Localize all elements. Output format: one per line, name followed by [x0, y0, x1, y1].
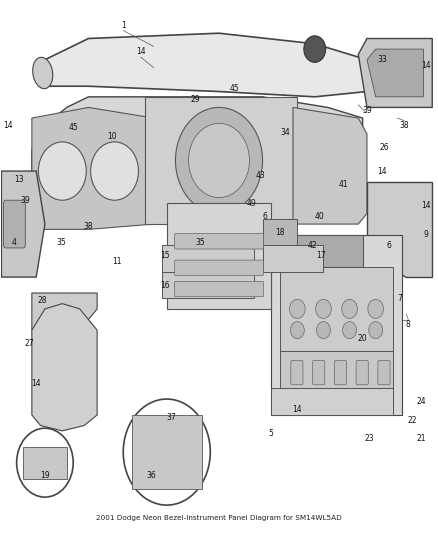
- Text: 13: 13: [14, 174, 24, 183]
- Polygon shape: [262, 245, 323, 272]
- Polygon shape: [32, 108, 154, 229]
- Text: 36: 36: [147, 471, 156, 480]
- Text: 8: 8: [406, 320, 411, 329]
- Text: 15: 15: [160, 252, 170, 261]
- Polygon shape: [293, 108, 367, 224]
- Circle shape: [188, 123, 250, 198]
- Circle shape: [369, 321, 383, 338]
- Text: 26: 26: [380, 143, 389, 152]
- FancyBboxPatch shape: [175, 233, 263, 249]
- Text: 38: 38: [84, 222, 93, 231]
- Circle shape: [39, 142, 86, 200]
- Polygon shape: [367, 182, 432, 277]
- Text: 42: 42: [308, 241, 318, 250]
- Polygon shape: [132, 415, 201, 489]
- Text: 9: 9: [423, 230, 428, 239]
- Text: 20: 20: [358, 334, 367, 343]
- Text: 37: 37: [166, 413, 176, 422]
- Text: 18: 18: [275, 228, 285, 237]
- FancyBboxPatch shape: [175, 260, 263, 276]
- Text: 2001 Dodge Neon Bezel-Instrument Panel Diagram for SM14WL5AD: 2001 Dodge Neon Bezel-Instrument Panel D…: [96, 515, 342, 521]
- Text: 14: 14: [421, 61, 431, 69]
- Text: 21: 21: [417, 434, 426, 443]
- Text: 5: 5: [269, 429, 274, 438]
- Text: 11: 11: [112, 257, 121, 265]
- Text: 16: 16: [160, 280, 170, 289]
- Polygon shape: [1, 171, 45, 277]
- Text: 41: 41: [338, 180, 348, 189]
- Text: 49: 49: [247, 199, 257, 208]
- Circle shape: [343, 321, 357, 338]
- Circle shape: [342, 300, 357, 318]
- Text: 38: 38: [399, 122, 409, 131]
- FancyBboxPatch shape: [378, 360, 390, 385]
- Polygon shape: [167, 203, 271, 309]
- Polygon shape: [23, 447, 67, 479]
- Text: 39: 39: [362, 106, 372, 115]
- Text: 14: 14: [293, 405, 302, 414]
- Polygon shape: [280, 266, 393, 351]
- FancyBboxPatch shape: [291, 360, 303, 385]
- Text: 39: 39: [21, 196, 30, 205]
- Polygon shape: [358, 38, 432, 108]
- Text: 35: 35: [57, 238, 66, 247]
- Circle shape: [317, 321, 330, 338]
- Text: 14: 14: [32, 378, 41, 387]
- FancyBboxPatch shape: [334, 360, 346, 385]
- Text: 7: 7: [397, 294, 402, 303]
- Text: 28: 28: [38, 296, 47, 305]
- Text: 23: 23: [364, 434, 374, 443]
- Circle shape: [91, 142, 138, 200]
- Text: 29: 29: [190, 95, 200, 104]
- Circle shape: [290, 321, 304, 338]
- Text: 45: 45: [68, 123, 78, 132]
- Text: 6: 6: [262, 212, 267, 221]
- Text: 14: 14: [421, 201, 431, 210]
- Text: 27: 27: [25, 339, 35, 348]
- Circle shape: [316, 300, 331, 318]
- Text: 35: 35: [196, 238, 205, 247]
- Polygon shape: [280, 351, 393, 389]
- Polygon shape: [271, 389, 393, 415]
- Text: 10: 10: [108, 132, 117, 141]
- Polygon shape: [262, 219, 297, 245]
- Text: 14: 14: [378, 166, 387, 175]
- FancyBboxPatch shape: [175, 281, 263, 297]
- Circle shape: [290, 300, 305, 318]
- Polygon shape: [32, 304, 97, 431]
- Text: 22: 22: [408, 416, 417, 425]
- Text: 43: 43: [255, 171, 265, 180]
- Circle shape: [368, 300, 384, 318]
- Polygon shape: [162, 245, 254, 272]
- Polygon shape: [162, 272, 254, 298]
- Circle shape: [123, 399, 210, 505]
- Circle shape: [17, 428, 73, 497]
- FancyBboxPatch shape: [4, 200, 25, 248]
- Text: 45: 45: [230, 84, 239, 93]
- Text: 19: 19: [40, 471, 50, 480]
- Text: 4: 4: [12, 238, 17, 247]
- FancyBboxPatch shape: [356, 360, 368, 385]
- Polygon shape: [32, 293, 97, 341]
- Polygon shape: [145, 97, 297, 224]
- Text: 33: 33: [377, 55, 387, 64]
- Text: 40: 40: [314, 212, 324, 221]
- Text: 6: 6: [386, 241, 391, 250]
- Polygon shape: [32, 97, 363, 192]
- FancyBboxPatch shape: [313, 360, 325, 385]
- Polygon shape: [36, 33, 385, 97]
- Polygon shape: [367, 49, 424, 97]
- Text: 1: 1: [121, 21, 126, 30]
- Text: 14: 14: [3, 122, 13, 131]
- Text: 14: 14: [136, 47, 145, 56]
- Polygon shape: [280, 235, 363, 266]
- Text: 34: 34: [280, 128, 290, 138]
- Text: 24: 24: [417, 397, 426, 406]
- Ellipse shape: [33, 57, 53, 88]
- Polygon shape: [271, 235, 402, 415]
- Text: 17: 17: [317, 252, 326, 261]
- Circle shape: [176, 108, 262, 214]
- Circle shape: [304, 36, 325, 62]
